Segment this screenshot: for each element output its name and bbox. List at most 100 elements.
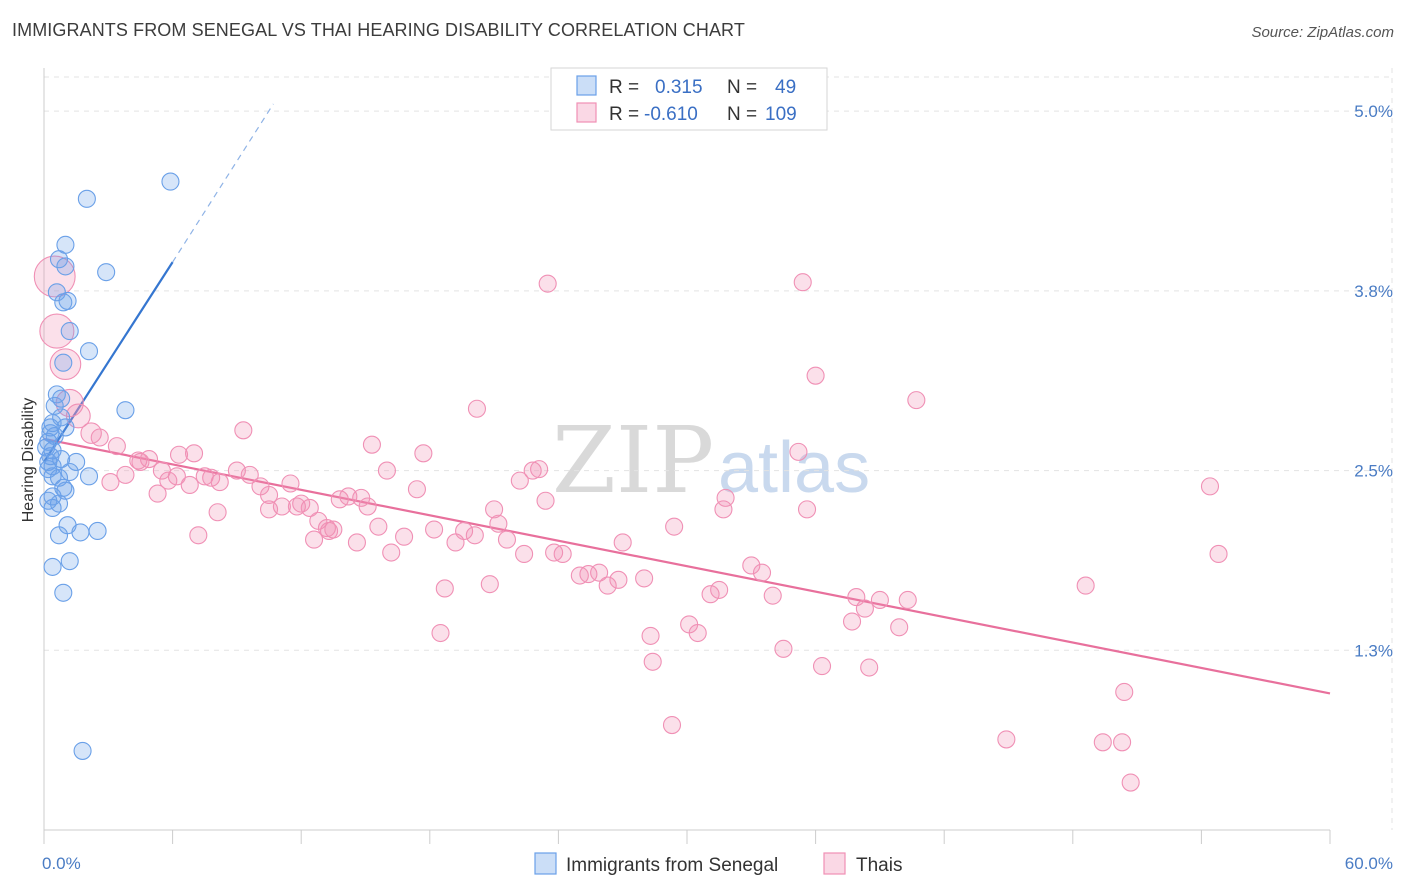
thais-point-103 <box>997 730 1016 749</box>
senegal-point-37 <box>43 498 62 517</box>
thais-point-58 <box>485 500 504 519</box>
senegal-point-39 <box>88 521 107 541</box>
series-legend: Immigrants from Senegal Thais <box>534 852 902 876</box>
thais-point-61 <box>510 471 529 490</box>
y-tick-label-1: 2.5% <box>1354 462 1393 481</box>
senegal-point-44 <box>54 583 73 602</box>
thais-point-5 <box>80 422 102 444</box>
thais-point-64 <box>530 460 549 479</box>
series-senegal <box>37 172 180 760</box>
thais-point-50 <box>414 444 433 463</box>
thais-point-102 <box>907 391 926 410</box>
thais-point-43 <box>347 533 366 552</box>
senegal-point-48 <box>52 450 71 469</box>
thais-point-38 <box>189 526 208 545</box>
legend-box <box>550 67 828 131</box>
thais-point-15 <box>167 467 186 486</box>
trend-line-thais <box>43 437 1331 695</box>
watermark-atlas: atlas <box>718 428 870 508</box>
trend-line-senegal <box>43 261 174 463</box>
thais-point-84 <box>716 488 735 507</box>
thais-point-67 <box>553 544 572 564</box>
thais-point-1 <box>39 313 75 349</box>
thais-point-82 <box>701 585 720 604</box>
thais-point-36 <box>148 484 167 503</box>
thais-point-88 <box>763 586 782 605</box>
thais-point-44 <box>362 435 381 454</box>
legend-swatch-immigrants-from-senegal <box>534 852 557 875</box>
thais-point-111 <box>662 715 682 735</box>
senegal-point-14 <box>116 401 135 420</box>
senegal-point-42 <box>60 552 79 571</box>
thais-point-29 <box>300 498 319 517</box>
y-axis-label: Hearing Disability <box>20 398 37 523</box>
thais-point-98 <box>860 658 879 677</box>
senegal-point-9 <box>60 322 79 341</box>
thais-point-109 <box>1121 773 1140 792</box>
thais-point-112 <box>184 444 204 463</box>
x-tick-labels: 0.0% 60.0% <box>42 854 1393 873</box>
thais-point-22 <box>240 465 259 484</box>
senegal-point-45 <box>73 741 92 760</box>
thais-point-108 <box>1113 733 1132 752</box>
senegal-point-3 <box>49 250 69 269</box>
thais-point-39 <box>259 500 279 519</box>
legend-r-value-senegal: 0.315 <box>655 77 703 98</box>
thais-point-71 <box>598 576 617 595</box>
legend-r-value-thais: -0.610 <box>644 104 698 125</box>
senegal-point-41 <box>71 523 90 542</box>
senegal-point-1 <box>77 189 96 208</box>
legend-n-label-senegal: N = <box>727 77 757 98</box>
thais-point-105 <box>1209 544 1228 564</box>
thais-point-7 <box>107 437 126 456</box>
legend-r-label-thais: R = <box>609 104 639 125</box>
thais-point-17 <box>180 475 199 494</box>
thais-point-97 <box>855 599 874 618</box>
trend-lines <box>43 103 1331 695</box>
thais-point-60 <box>497 530 517 549</box>
thais-point-45 <box>369 517 388 536</box>
thais-point-107 <box>1115 682 1134 702</box>
thais-point-42 <box>358 497 377 516</box>
thais-point-46 <box>377 461 396 480</box>
legend-r-label-senegal: R = <box>609 77 639 98</box>
thais-point-34 <box>320 521 339 541</box>
thais-point-90 <box>789 442 808 461</box>
thais-point-81 <box>688 623 707 643</box>
thais-point-94 <box>812 657 832 676</box>
thais-point-53 <box>431 623 450 643</box>
senegal-point-40 <box>49 526 69 545</box>
legend-n-value-thais: 109 <box>765 104 797 125</box>
senegal-point-46 <box>41 418 60 437</box>
thais-point-35 <box>234 421 253 440</box>
chart-title: IMMIGRANTS FROM SENEGAL VS THAI HEARING … <box>12 20 745 40</box>
thais-point-52 <box>435 579 454 598</box>
thais-point-65 <box>536 491 555 510</box>
y-tick-label-0: 1.3% <box>1354 641 1393 660</box>
thais-point-74 <box>538 274 557 293</box>
senegal-point-4 <box>56 257 75 276</box>
thais-point-62 <box>515 544 534 564</box>
thais-point-56 <box>465 526 484 545</box>
thais-point-51 <box>425 520 444 539</box>
thais-point-11 <box>116 465 135 484</box>
stats-legend: R = 0.315 N = 49 R = -0.610 N = 109 <box>550 67 828 131</box>
thais-point-85 <box>714 500 733 519</box>
senegal-point-26 <box>67 452 86 471</box>
thais-point-57 <box>480 575 499 594</box>
thais-point-101 <box>898 590 917 610</box>
thais-point-49 <box>407 480 426 499</box>
thais-point-91 <box>797 500 817 519</box>
thais-point-12 <box>101 473 120 492</box>
senegal-point-5 <box>97 263 116 282</box>
thais-point-40 <box>339 487 358 506</box>
senegal-point-47 <box>45 396 64 415</box>
legend-swatch-thais-bottom <box>823 852 846 875</box>
legend-label-thais: Thais <box>856 855 902 876</box>
thais-point-106 <box>1200 477 1220 496</box>
thais-point-93 <box>806 366 825 385</box>
legend-n-value-senegal: 49 <box>775 77 796 98</box>
senegal-point-28 <box>60 462 79 482</box>
thais-point-113 <box>305 530 324 549</box>
thais-point-59 <box>489 514 508 533</box>
